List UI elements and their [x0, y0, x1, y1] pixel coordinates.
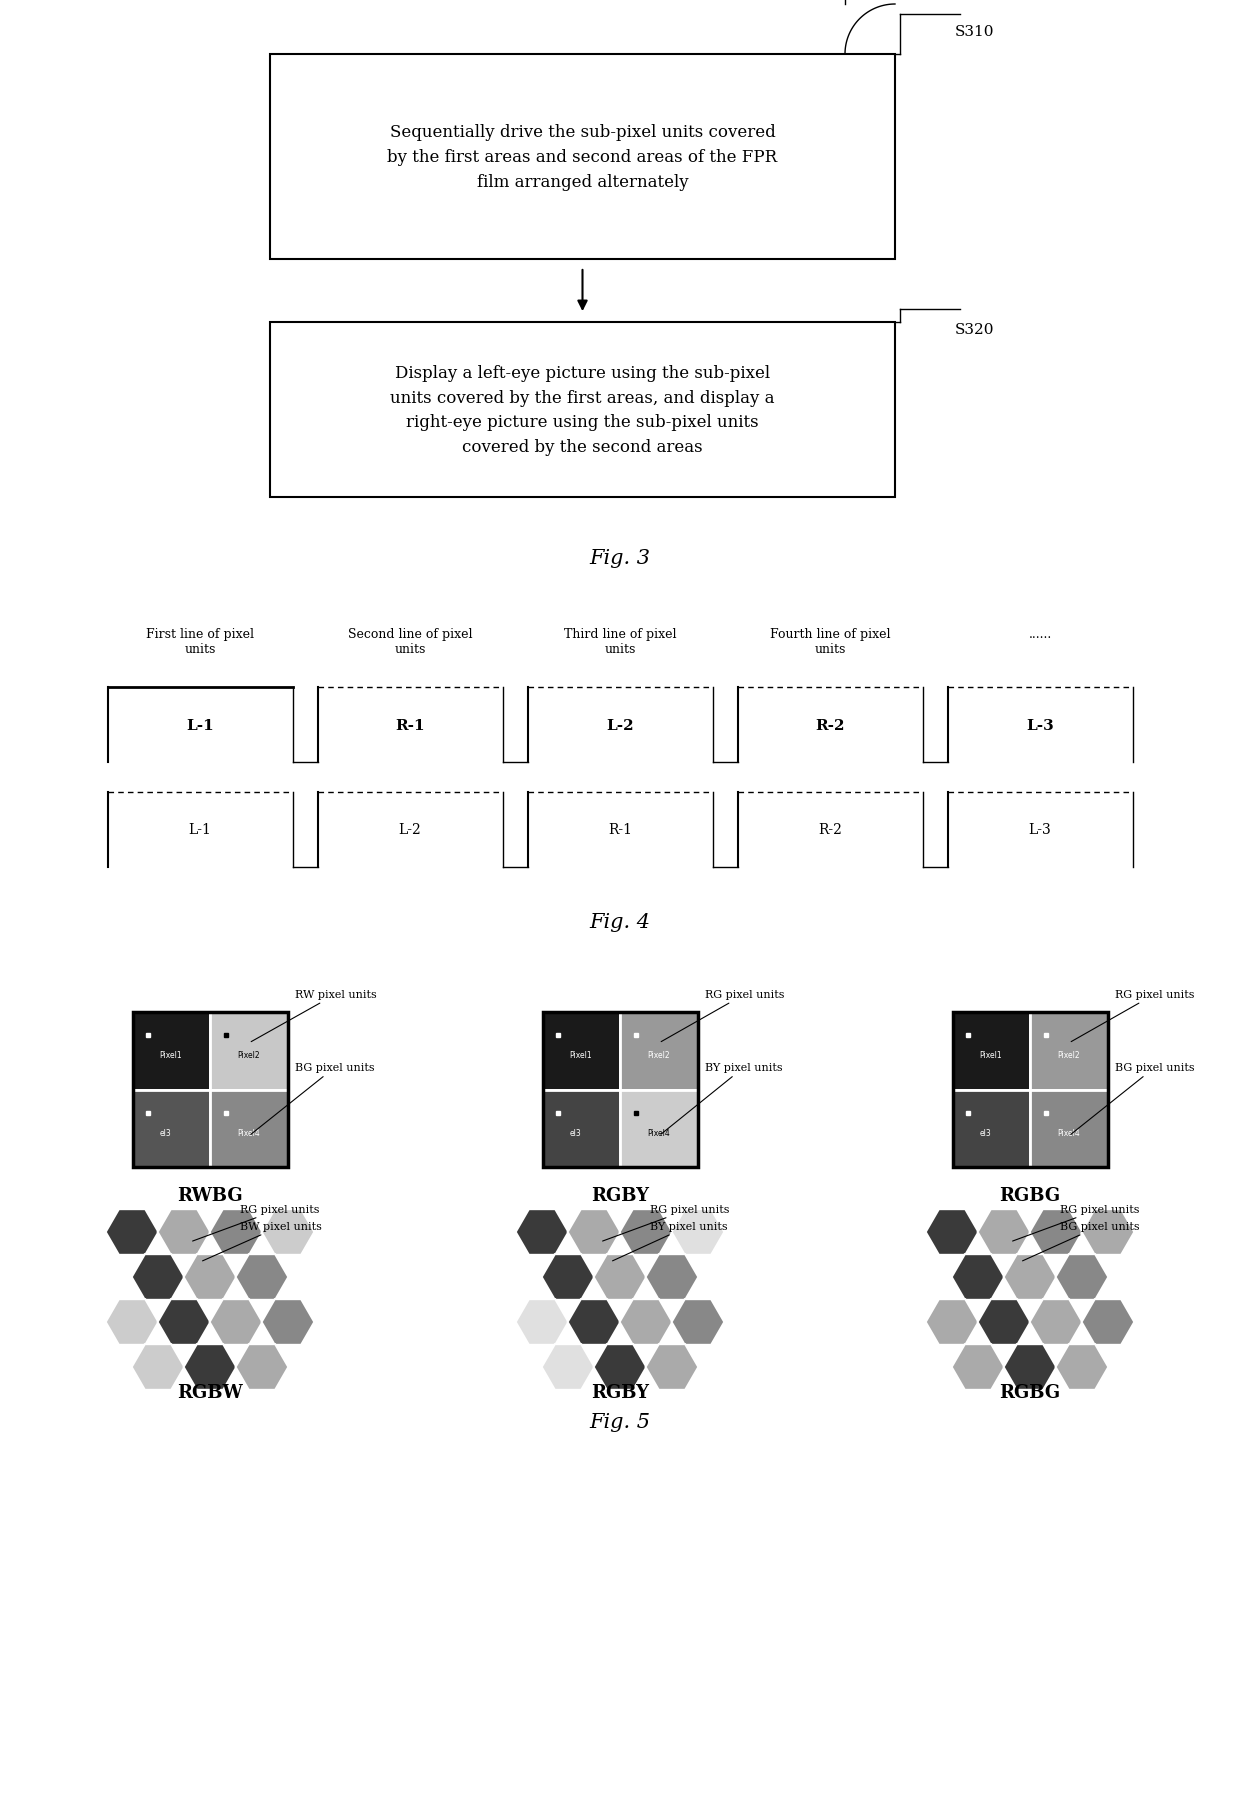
Text: Pixel2: Pixel2 — [1058, 1050, 1080, 1059]
Text: RGBG: RGBG — [999, 1384, 1060, 1400]
Bar — [543, 1012, 697, 1168]
Text: BG pixel units: BG pixel units — [1023, 1221, 1140, 1261]
Text: RGBY: RGBY — [591, 1384, 649, 1400]
Text: Third line of pixel
units: Third line of pixel units — [564, 628, 676, 655]
Text: RW pixel units: RW pixel units — [252, 989, 377, 1041]
Text: RGBG: RGBG — [999, 1186, 1060, 1204]
Text: el3: el3 — [569, 1128, 582, 1137]
Text: RGBY: RGBY — [591, 1186, 649, 1204]
Text: Pixel1: Pixel1 — [980, 1050, 1002, 1059]
Text: R-2: R-2 — [818, 824, 842, 836]
Text: BW pixel units: BW pixel units — [202, 1221, 322, 1261]
Text: L-2: L-2 — [398, 824, 422, 836]
Bar — [1030, 1090, 1107, 1168]
Text: L-1: L-1 — [186, 718, 213, 733]
Text: BG pixel units: BG pixel units — [1071, 1063, 1195, 1134]
Text: L-3: L-3 — [1027, 718, 1054, 733]
Text: Sequentially drive the sub-pixel units covered
by the first areas and second are: Sequentially drive the sub-pixel units c… — [387, 123, 777, 190]
Text: Display a left-eye picture using the sub-pixel
units covered by the first areas,: Display a left-eye picture using the sub… — [391, 365, 775, 455]
Bar — [270, 54, 895, 259]
Text: R-2: R-2 — [815, 718, 844, 733]
Bar — [270, 323, 895, 497]
Bar — [620, 1012, 697, 1090]
Text: Fig. 3: Fig. 3 — [589, 548, 651, 568]
Bar — [210, 1012, 288, 1090]
Text: RG pixel units: RG pixel units — [1071, 989, 1195, 1041]
Bar — [133, 1012, 288, 1168]
Text: RG pixel units: RG pixel units — [603, 1204, 729, 1241]
Text: Pixel4: Pixel4 — [647, 1128, 670, 1137]
Text: BY pixel units: BY pixel units — [613, 1221, 728, 1261]
Text: Fig. 5: Fig. 5 — [589, 1413, 651, 1431]
Bar — [620, 1090, 697, 1168]
Text: ......: ...... — [1028, 628, 1052, 640]
Bar — [1030, 1012, 1107, 1090]
Text: Fig. 4: Fig. 4 — [589, 912, 651, 932]
Text: Pixel1: Pixel1 — [569, 1050, 593, 1059]
Text: First line of pixel
units: First line of pixel units — [146, 628, 254, 655]
Text: el3: el3 — [160, 1128, 171, 1137]
Bar — [543, 1012, 620, 1090]
Text: el3: el3 — [980, 1128, 991, 1137]
Bar — [133, 1090, 210, 1168]
Text: Second line of pixel
units: Second line of pixel units — [347, 628, 472, 655]
Text: Pixel1: Pixel1 — [160, 1050, 182, 1059]
Bar — [210, 1090, 288, 1168]
Text: RGBW: RGBW — [177, 1384, 243, 1400]
Text: R-1: R-1 — [608, 824, 632, 836]
Text: RG pixel units: RG pixel units — [192, 1204, 320, 1241]
Text: BG pixel units: BG pixel units — [250, 1063, 374, 1134]
Bar — [952, 1012, 1030, 1090]
Text: Pixel4: Pixel4 — [237, 1128, 260, 1137]
Text: RG pixel units: RG pixel units — [661, 989, 785, 1041]
Text: Pixel2: Pixel2 — [647, 1050, 670, 1059]
Bar — [952, 1012, 1107, 1168]
Text: R-1: R-1 — [396, 718, 425, 733]
Text: Pixel2: Pixel2 — [237, 1050, 259, 1059]
Text: Fourth line of pixel
units: Fourth line of pixel units — [770, 628, 890, 655]
Text: L-3: L-3 — [1029, 824, 1052, 836]
Text: L-1: L-1 — [188, 824, 212, 836]
Text: L-2: L-2 — [606, 718, 634, 733]
Text: S310: S310 — [955, 25, 994, 38]
Text: RWBG: RWBG — [177, 1186, 243, 1204]
Bar — [952, 1090, 1030, 1168]
Text: RG pixel units: RG pixel units — [1013, 1204, 1140, 1241]
Bar — [133, 1012, 210, 1090]
Text: Pixel4: Pixel4 — [1058, 1128, 1080, 1137]
Text: S320: S320 — [955, 323, 994, 337]
Text: BY pixel units: BY pixel units — [661, 1063, 782, 1134]
Bar — [543, 1090, 620, 1168]
